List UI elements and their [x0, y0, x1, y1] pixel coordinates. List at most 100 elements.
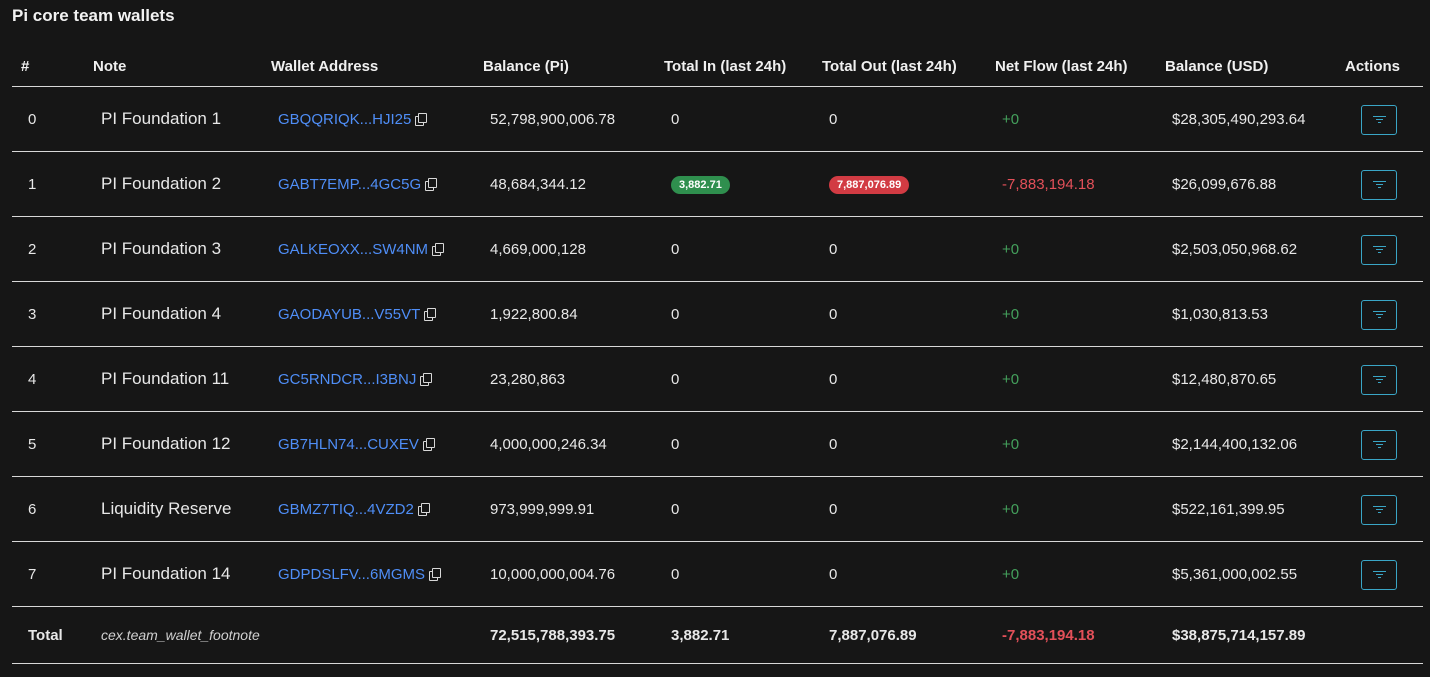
row-note: PI Foundation 3	[93, 216, 271, 282]
row-balance-pi: 973,999,999.91	[483, 476, 664, 542]
wallet-address-link[interactable]: GC5RNDCR...I3BNJ	[278, 370, 417, 388]
row-index: 1	[12, 151, 93, 217]
table-row: 7 PI Foundation 14 GDPDSLFV...6MGMS 10,0…	[12, 541, 1423, 607]
row-total-out: 0	[822, 216, 995, 282]
row-net-flow: +0	[995, 216, 1165, 282]
row-net-flow: +0	[995, 541, 1165, 607]
filter-button[interactable]	[1361, 235, 1397, 265]
total-in-badge: 3,882.71	[671, 175, 730, 194]
row-index: 4	[12, 346, 93, 412]
total-total-in: 3,882.71	[664, 606, 822, 664]
row-actions	[1345, 216, 1423, 282]
row-address-cell: GABT7EMP...4GC5G	[271, 151, 483, 217]
total-row: Total cex.team_wallet_footnote 72,515,78…	[12, 606, 1423, 664]
header-index: #	[12, 46, 93, 87]
filter-icon	[1373, 116, 1386, 125]
row-note: PI Foundation 1	[93, 86, 271, 152]
row-index: 5	[12, 411, 93, 477]
filter-icon	[1373, 246, 1386, 255]
wallets-table: # Note Wallet Address Balance (Pi) Total…	[12, 46, 1423, 664]
row-actions	[1345, 541, 1423, 607]
row-address-cell: GBQQRIQK...HJI25	[271, 86, 483, 152]
row-actions	[1345, 476, 1423, 542]
wallet-address-link[interactable]: GDPDSLFV...6MGMS	[278, 565, 425, 583]
row-balance-usd: $26,099,676.88	[1165, 151, 1345, 217]
filter-button[interactable]	[1361, 300, 1397, 330]
wallet-address-link[interactable]: GB7HLN74...CUXEV	[278, 435, 419, 453]
header-note: Note	[93, 46, 271, 87]
row-address-cell: GALKEOXX...SW4NM	[271, 216, 483, 282]
copy-icon[interactable]	[420, 372, 433, 386]
filter-button[interactable]	[1361, 170, 1397, 200]
row-total-out: 0	[822, 86, 995, 152]
table-row: 2 PI Foundation 3 GALKEOXX...SW4NM 4,669…	[12, 216, 1423, 282]
row-balance-usd: $2,144,400,132.06	[1165, 411, 1345, 477]
copy-icon[interactable]	[425, 177, 438, 191]
filter-button[interactable]	[1361, 105, 1397, 135]
header-balance-usd: Balance (USD)	[1165, 46, 1345, 87]
wallet-address-link[interactable]: GABT7EMP...4GC5G	[278, 175, 422, 193]
filter-button[interactable]	[1361, 560, 1397, 590]
copy-icon[interactable]	[424, 307, 437, 321]
total-out-badge: 7,887,076.89	[829, 175, 910, 194]
copy-icon[interactable]	[432, 242, 445, 256]
table-row: 4 PI Foundation 11 GC5RNDCR...I3BNJ 23,2…	[12, 346, 1423, 412]
row-balance-usd: $12,480,870.65	[1165, 346, 1345, 412]
copy-icon[interactable]	[422, 437, 435, 451]
row-note: PI Foundation 11	[93, 346, 271, 412]
row-balance-usd: $2,503,050,968.62	[1165, 216, 1345, 282]
row-total-out: 0	[822, 476, 995, 542]
table-row: 5 PI Foundation 12 GB7HLN74...CUXEV 4,00…	[12, 411, 1423, 477]
row-total-in: 0	[664, 216, 822, 282]
filter-button[interactable]	[1361, 495, 1397, 525]
row-balance-pi: 23,280,863	[483, 346, 664, 412]
header-actions: Actions	[1345, 46, 1423, 87]
wallet-address-link[interactable]: GBMZ7TIQ...4VZD2	[278, 500, 414, 518]
filter-icon	[1373, 311, 1386, 320]
row-balance-pi: 1,922,800.84	[483, 281, 664, 347]
row-balance-usd: $522,161,399.95	[1165, 476, 1345, 542]
copy-icon[interactable]	[417, 502, 430, 516]
row-balance-usd: $5,361,000,002.55	[1165, 541, 1345, 607]
total-net-flow: -7,883,194.18	[995, 606, 1165, 664]
total-total-out: 7,887,076.89	[822, 606, 995, 664]
row-total-in: 0	[664, 86, 822, 152]
row-index: 7	[12, 541, 93, 607]
row-address-cell: GDPDSLFV...6MGMS	[271, 541, 483, 607]
row-actions	[1345, 151, 1423, 217]
row-note: PI Foundation 4	[93, 281, 271, 347]
row-note: PI Foundation 14	[93, 541, 271, 607]
header-balance-pi: Balance (Pi)	[483, 46, 664, 87]
row-note: PI Foundation 12	[93, 411, 271, 477]
wallet-address-link[interactable]: GAODAYUB...V55VT	[278, 305, 421, 323]
wallet-address-link[interactable]: GALKEOXX...SW4NM	[278, 240, 429, 258]
row-address-cell: GAODAYUB...V55VT	[271, 281, 483, 347]
row-index: 2	[12, 216, 93, 282]
header-total-in: Total In (last 24h)	[664, 46, 822, 87]
wallet-address-link[interactable]: GBQQRIQK...HJI25	[278, 110, 412, 128]
row-total-out: 0	[822, 541, 995, 607]
row-total-in: 0	[664, 476, 822, 542]
row-total-in-cell: 3,882.71	[664, 151, 822, 217]
table-row: 0 PI Foundation 1 GBQQRIQK...HJI25 52,79…	[12, 86, 1423, 152]
row-total-in: 0	[664, 346, 822, 412]
row-index: 3	[12, 281, 93, 347]
filter-icon	[1373, 571, 1386, 580]
row-net-flow: +0	[995, 411, 1165, 477]
row-index: 6	[12, 476, 93, 542]
row-actions	[1345, 86, 1423, 152]
copy-icon[interactable]	[428, 567, 441, 581]
header-total-out: Total Out (last 24h)	[822, 46, 995, 87]
header-wallet-address: Wallet Address	[271, 46, 483, 87]
filter-button[interactable]	[1361, 430, 1397, 460]
row-net-flow: +0	[995, 86, 1165, 152]
filter-icon	[1373, 506, 1386, 515]
header-net-flow: Net Flow (last 24h)	[995, 46, 1165, 87]
filter-button[interactable]	[1361, 365, 1397, 395]
row-total-out: 0	[822, 281, 995, 347]
row-note: PI Foundation 2	[93, 151, 271, 217]
row-address-cell: GC5RNDCR...I3BNJ	[271, 346, 483, 412]
row-net-flow: +0	[995, 281, 1165, 347]
copy-icon[interactable]	[415, 112, 428, 126]
